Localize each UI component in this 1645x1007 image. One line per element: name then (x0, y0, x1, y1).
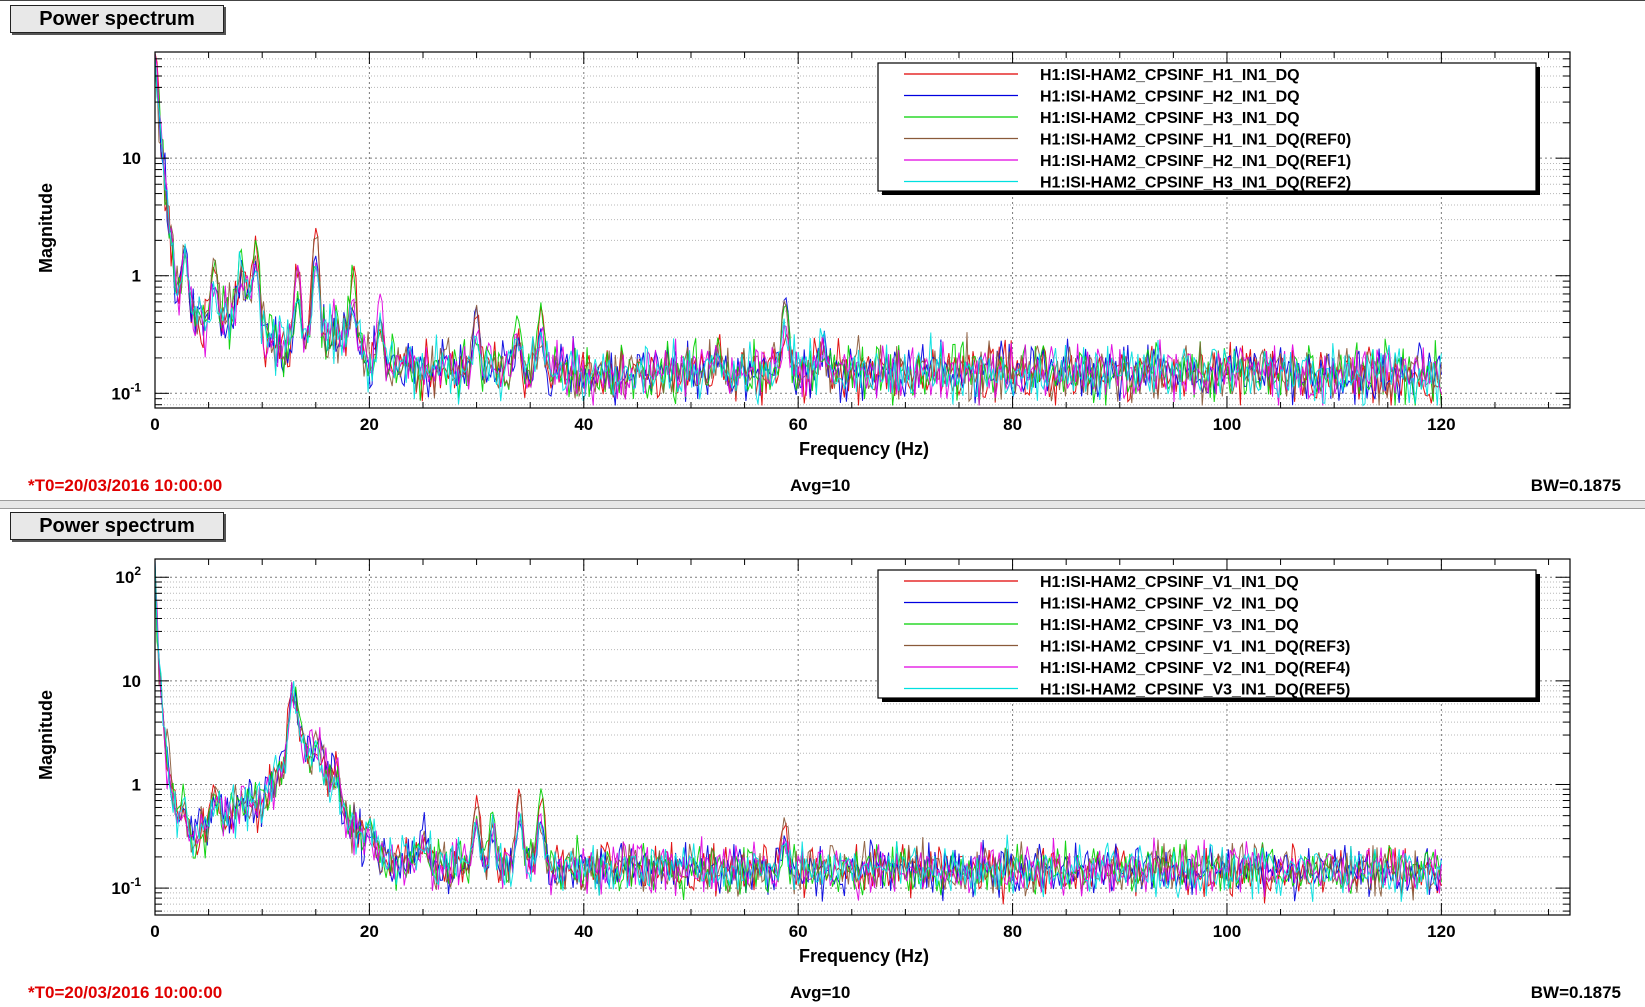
y-tick-label: 10-1 (111, 875, 141, 898)
panel-separator[interactable] (0, 500, 1645, 509)
legend-entry: H1:ISI-HAM2_CPSINF_V2_IN1_DQ(REF4) (1040, 660, 1350, 677)
x-tick-label: 40 (574, 415, 593, 434)
t0-label: *T0=20/03/2016 10:00:00 (28, 476, 223, 495)
x-tick-label: 20 (360, 922, 379, 941)
series-group (154, 52, 1442, 407)
y-tick-label: 10 (122, 672, 141, 691)
series-line (154, 52, 1442, 407)
y-axis-label: Magnitude (36, 690, 56, 780)
legend-entry: H1:ISI-HAM2_CPSINF_V1_IN1_DQ (1040, 574, 1299, 591)
y-tick-label: 1 (132, 267, 141, 286)
power-spectrum-panel-bottom: Power spectrum 0 20 40 60 80 100 120 10-1 1 10 102… (0, 507, 1645, 1007)
legend-entry: H1:ISI-HAM2_CPSINF_V3_IN1_DQ(REF5) (1040, 682, 1350, 699)
legend-entry: H1:ISI-HAM2_CPSINF_H1_IN1_DQ (1040, 67, 1300, 84)
legend-entry: H1:ISI-HAM2_CPSINF_V1_IN1_DQ(REF3) (1040, 639, 1350, 656)
x-tick-label: 120 (1427, 922, 1455, 941)
avg-label: Avg=10 (790, 476, 851, 495)
avg-label: Avg=10 (790, 983, 851, 1002)
legend: H1:ISI-HAM2_CPSINF_V1_IN1_DQ H1:ISI-HAM2_… (877, 569, 1540, 702)
series-line (154, 560, 1442, 902)
x-tick-label: 0 (150, 415, 159, 434)
power-spectrum-panel-top: Power spectrum 0 20 40 60 80 100 120 10-1 1 10 Fre… (0, 0, 1645, 500)
legend-entry: H1:ISI-HAM2_CPSINF_V2_IN1_DQ (1040, 596, 1299, 613)
x-tick-label: 80 (1003, 415, 1022, 434)
panel-border (0, 0, 1645, 1)
legend-entry: H1:ISI-HAM2_CPSINF_H3_IN1_DQ (1040, 110, 1300, 127)
y-tick-label: 10-1 (111, 380, 141, 403)
panel-title-button[interactable]: Power spectrum (10, 5, 224, 33)
bw-label: BW=0.1875 (1530, 983, 1621, 1002)
y-tick-label: 1 (132, 775, 141, 794)
plot-frame (154, 51, 1571, 409)
x-tick-label: 100 (1213, 922, 1241, 941)
legend-box (877, 62, 1537, 192)
y-tick-label: 10 (122, 149, 141, 168)
legend-entry: H1:ISI-HAM2_CPSINF_H2_IN1_DQ(REF1) (1040, 153, 1351, 170)
axis-ticks (154, 559, 1570, 915)
spectrum-plot-bottom[interactable]: 0 20 40 60 80 100 120 10-1 1 10 102 Frequency (Hz) M… (0, 507, 1645, 1007)
legend-entry: H1:ISI-HAM2_CPSINF_V3_IN1_DQ (1040, 617, 1299, 634)
legend-entry: H1:ISI-HAM2_CPSINF_H1_IN1_DQ(REF0) (1040, 132, 1351, 149)
x-axis-label: Frequency (Hz) (799, 439, 929, 459)
x-tick-label: 80 (1003, 922, 1022, 941)
spectrum-plot-top[interactable]: 0 20 40 60 80 100 120 10-1 1 10 Frequency (Hz) Magn… (0, 0, 1645, 500)
bw-label: BW=0.1875 (1530, 476, 1621, 495)
x-tick-label: 60 (789, 415, 808, 434)
x-tick-label: 60 (789, 922, 808, 941)
x-tick-label: 20 (360, 415, 379, 434)
x-axis-label: Frequency (Hz) (799, 946, 929, 966)
panel-title-button[interactable]: Power spectrum (10, 512, 224, 540)
legend: H1:ISI-HAM2_CPSINF_H1_IN1_DQ H1:ISI-HAM2_… (877, 62, 1540, 195)
x-tick-label: 40 (574, 922, 593, 941)
x-tick-label: 120 (1427, 415, 1455, 434)
y-tick-label: 102 (115, 564, 141, 587)
legend-entry: H1:ISI-HAM2_CPSINF_H2_IN1_DQ (1040, 89, 1300, 106)
legend-box (877, 569, 1537, 699)
series-group (154, 559, 1442, 905)
y-axis-label: Magnitude (36, 183, 56, 273)
axis-ticks (154, 51, 1570, 408)
t0-label: *T0=20/03/2016 10:00:00 (28, 983, 223, 1002)
legend-entry: H1:ISI-HAM2_CPSINF_H3_IN1_DQ(REF2) (1040, 175, 1351, 192)
x-tick-label: 0 (150, 922, 159, 941)
plot-frame (154, 558, 1571, 916)
x-tick-label: 100 (1213, 415, 1241, 434)
